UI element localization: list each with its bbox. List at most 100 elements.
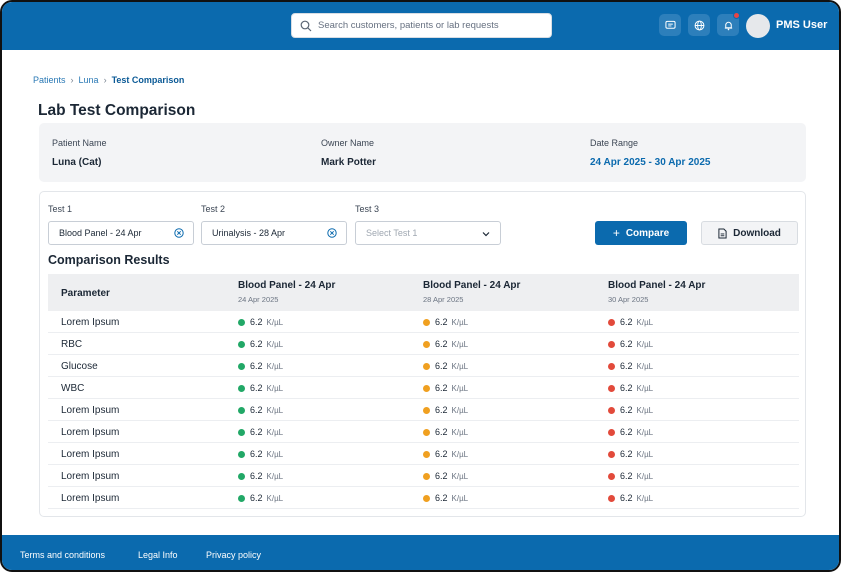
test-date: 28 Apr 2025 — [423, 295, 464, 304]
search-input[interactable] — [318, 20, 538, 31]
clear-icon[interactable] — [327, 228, 337, 238]
date-range-label: Date Range — [590, 138, 639, 148]
parameter-name: Glucose — [61, 361, 98, 372]
status-dot-icon — [423, 472, 430, 480]
result-unit: K/µL — [636, 471, 654, 481]
globe-icon — [694, 20, 704, 30]
user-name[interactable]: PMS User — [776, 19, 828, 31]
download-label: Download — [733, 227, 781, 239]
table-row: Lorem Ipsum 6.2 K/µL 6.2 K/µL 6.2 K/µL — [48, 443, 799, 465]
parameter-name: Lorem Ipsum — [61, 427, 120, 438]
result-unit: K/µL — [451, 405, 469, 415]
test2-label: Test 2 — [201, 204, 226, 214]
comparison-results-title: Comparison Results — [48, 253, 170, 267]
compare-button[interactable]: + Compare — [595, 221, 687, 245]
breadcrumb-patients[interactable]: Patients — [33, 75, 66, 85]
result-unit: K/µL — [451, 471, 469, 481]
result-value: 6.2 — [435, 493, 448, 503]
result-cell: 6.2 K/µL — [238, 317, 283, 327]
table-body: Lorem Ipsum 6.2 K/µL 6.2 K/µL 6.2 K/µL RBC 6.2 K/… — [48, 311, 799, 509]
result-cell: 6.2 K/µL — [238, 471, 283, 481]
result-value: 6.2 — [435, 317, 448, 327]
table-row: WBC 6.2 K/µL 6.2 K/µL 6.2 K/µL — [48, 377, 799, 399]
result-unit: K/µL — [266, 317, 284, 327]
clear-icon[interactable] — [174, 228, 184, 238]
status-dot-icon — [238, 494, 245, 502]
result-value: 6.2 — [620, 317, 633, 327]
test-date: 30 Apr 2025 — [608, 295, 649, 304]
result-cell: 6.2 K/µL — [608, 427, 653, 437]
result-cell: 6.2 K/µL — [608, 493, 653, 503]
result-value: 6.2 — [250, 361, 263, 371]
result-cell: 6.2 K/µL — [238, 493, 283, 503]
language-button[interactable] — [688, 14, 710, 36]
parameter-name: Lorem Ipsum — [61, 317, 120, 328]
result-value: 6.2 — [435, 449, 448, 459]
parameter-name: Lorem Ipsum — [61, 449, 120, 460]
result-cell: 6.2 K/µL — [608, 471, 653, 481]
privacy-policy-link[interactable]: Privacy policy — [206, 550, 262, 560]
messages-button[interactable] — [659, 14, 681, 36]
result-unit: K/µL — [266, 405, 284, 415]
test1-select[interactable]: Blood Panel - 24 Apr — [48, 221, 194, 245]
result-value: 6.2 — [435, 383, 448, 393]
table-row: Lorem Ipsum 6.2 K/µL 6.2 K/µL 6.2 K/µL — [48, 421, 799, 443]
result-value: 6.2 — [250, 405, 263, 415]
result-unit: K/µL — [266, 449, 284, 459]
terms-link[interactable]: Terms and conditions — [20, 550, 106, 560]
result-unit: K/µL — [636, 405, 654, 415]
result-unit: K/µL — [451, 493, 469, 503]
result-unit: K/µL — [451, 449, 469, 459]
table-row: Lorem Ipsum 6.2 K/µL 6.2 K/µL 6.2 K/µL — [48, 465, 799, 487]
table-row: Lorem Ipsum 6.2 K/µL 6.2 K/µL 6.2 K/µL — [48, 311, 799, 333]
chevron-right-icon: › — [103, 75, 107, 85]
result-cell: 6.2 K/µL — [238, 339, 283, 349]
page-title: Lab Test Comparison — [38, 102, 196, 119]
result-unit: K/µL — [451, 339, 469, 349]
test-column-header: Blood Panel - 24 Apr 28 Apr 2025 — [423, 280, 520, 304]
result-value: 6.2 — [620, 383, 633, 393]
table-row: RBC 6.2 K/µL 6.2 K/µL 6.2 K/µL — [48, 333, 799, 355]
owner-name-value: Mark Potter — [321, 157, 377, 168]
chat-icon — [664, 20, 676, 29]
test2-select[interactable]: Urinalysis - 28 Apr — [201, 221, 347, 245]
test3-select[interactable]: Select Test 1 — [355, 221, 501, 245]
breadcrumb-luna[interactable]: Luna — [78, 75, 99, 85]
result-value: 6.2 — [250, 493, 263, 503]
date-range-value[interactable]: 24 Apr 2025 - 30 Apr 2025 — [590, 157, 711, 168]
search-bar[interactable] — [291, 13, 552, 38]
status-dot-icon — [608, 450, 615, 458]
status-dot-icon — [608, 340, 615, 348]
result-cell: 6.2 K/µL — [423, 493, 468, 503]
notifications-button[interactable] — [717, 14, 739, 36]
status-dot-icon — [238, 472, 245, 480]
download-button[interactable]: Download — [701, 221, 798, 245]
result-cell: 6.2 K/µL — [608, 383, 653, 393]
result-unit: K/µL — [451, 427, 469, 437]
status-dot-icon — [608, 494, 615, 502]
status-dot-icon — [423, 406, 430, 414]
parameter-name: WBC — [61, 383, 85, 394]
result-cell: 6.2 K/µL — [423, 383, 468, 393]
result-value: 6.2 — [435, 405, 448, 415]
test2-value: Urinalysis - 28 Apr — [212, 228, 286, 238]
result-unit: K/µL — [451, 317, 469, 327]
parameter-name: Lorem Ipsum — [61, 471, 120, 482]
status-dot-icon — [608, 318, 615, 326]
result-value: 6.2 — [250, 317, 263, 327]
avatar[interactable] — [746, 14, 770, 38]
plus-icon: + — [612, 226, 620, 240]
result-value: 6.2 — [250, 339, 263, 349]
status-dot-icon — [608, 384, 615, 392]
result-unit: K/µL — [266, 493, 284, 503]
status-dot-icon — [238, 362, 245, 370]
legal-info-link[interactable]: Legal Info — [138, 550, 178, 560]
result-cell: 6.2 K/µL — [608, 449, 653, 459]
result-cell: 6.2 K/µL — [423, 361, 468, 371]
test3-label: Test 3 — [355, 204, 380, 214]
table-row: Lorem Ipsum 6.2 K/µL 6.2 K/µL 6.2 K/µL — [48, 487, 799, 509]
comparison-card: Test 1 Blood Panel - 24 Apr Test 2 Urina… — [39, 191, 806, 517]
result-unit: K/µL — [451, 361, 469, 371]
breadcrumb-current: Test Comparison — [111, 75, 185, 85]
